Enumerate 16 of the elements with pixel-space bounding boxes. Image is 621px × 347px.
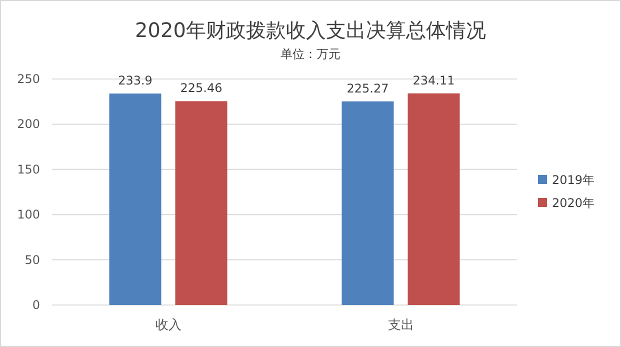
ytick: 50 xyxy=(24,252,40,267)
data-label: 225.46 xyxy=(180,81,222,96)
ytick: 250 xyxy=(17,72,40,86)
data-label: 233.9 xyxy=(118,74,152,88)
ytick: 100 xyxy=(17,208,40,222)
data-label: 234.11 xyxy=(412,73,455,88)
data-label: 225.27 xyxy=(346,81,389,96)
xtick: 支出 xyxy=(388,318,414,333)
subtitle: 单位：万元 xyxy=(280,47,340,61)
ytick: 150 xyxy=(17,162,40,176)
legend-label: 2020年 xyxy=(552,196,595,210)
xtick: 收入 xyxy=(155,318,182,333)
title: 2020年财政拨款收入支出决算总体情况 xyxy=(135,18,486,42)
ytick: 0 xyxy=(32,298,40,312)
ytick: 200 xyxy=(17,117,40,132)
legend-label: 2019年 xyxy=(552,173,595,187)
